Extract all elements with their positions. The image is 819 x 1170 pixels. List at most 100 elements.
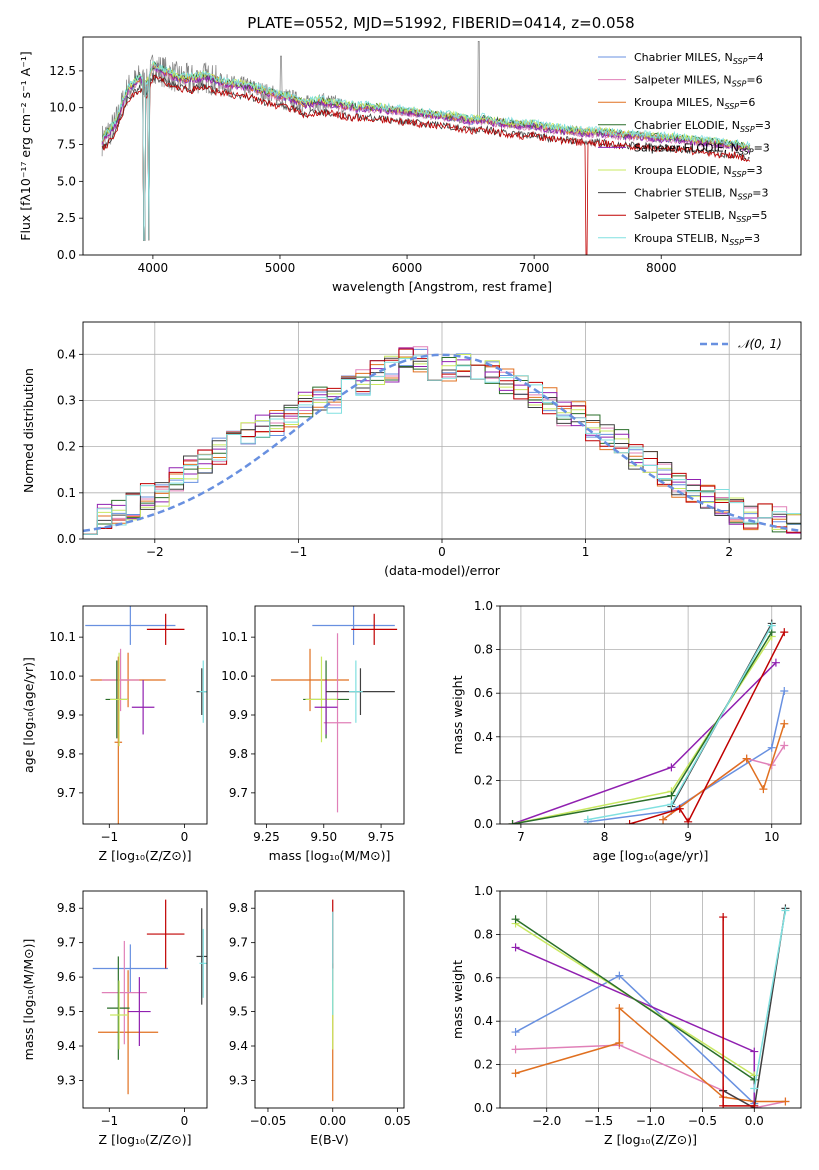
y-tick-label: 9.4 — [57, 1039, 76, 1053]
legend-label-chabrier_stelib: Chabrier STELIB, NSSP=3 — [634, 187, 768, 202]
y-tick-label: 9.7 — [57, 786, 76, 800]
line-chabrier_miles — [515, 974, 755, 1105]
y-tick-label: 0.6 — [474, 971, 493, 985]
axes-frame — [82, 321, 802, 540]
x-tick-label: −2.0 — [532, 1114, 561, 1128]
y-tick-label: 1.0 — [474, 599, 493, 613]
marker-salpeter_stelib — [719, 1101, 728, 1108]
y-tick-label: 9.7 — [57, 936, 76, 950]
y-axis-label: mass weight — [450, 960, 465, 1039]
y-tick-label: 9.8 — [57, 901, 76, 915]
legend-label-kroupa_stelib: Kroupa STELIB, NSSP=3 — [634, 232, 760, 247]
legend-label-chabrier_elodie: Chabrier ELODIE, NSSP=3 — [634, 119, 771, 134]
y-tick-label: 10.0 — [221, 669, 248, 683]
x-tick-label: −0.05 — [250, 1114, 287, 1128]
x-tick-label: −2 — [146, 545, 164, 559]
chart-mass_Z: −1 0 9.3 9.4 9.5 9.6 9.7 9.8 Z [log₁₀(Z/Z⊙)] mass… — [21, 890, 208, 1147]
marker-salpeter_stelib — [684, 817, 693, 824]
y-tick-label: 9.4 — [229, 1039, 248, 1053]
marker-kroupa_stelib — [667, 800, 676, 809]
line-salpeter_elodie — [515, 946, 756, 1108]
line-chabrier_stelib — [722, 908, 787, 1108]
x-axis-label: Z [log₁₀(Z/Z⊙)] — [99, 848, 192, 863]
y-axis-label: mass [log₁₀(M/M⊙)] — [21, 939, 36, 1061]
marker-kroupa_miles — [780, 719, 789, 728]
y-tick-label: 9.3 — [57, 1073, 76, 1087]
marker-kroupa_stelib — [583, 815, 592, 824]
hist-salpeter_stelib — [83, 348, 801, 535]
x-tick-label: −1 — [290, 545, 308, 559]
y-tick-label: 10.0 — [49, 669, 76, 683]
x-tick-label: 0 — [438, 545, 446, 559]
x-tick-label: −1.5 — [584, 1114, 613, 1128]
legend-label-salpeter_stelib: Salpeter STELIB, NSSP=5 — [634, 209, 767, 224]
y-axis-label: Normed distribution — [21, 368, 36, 493]
y-tick-label: 9.8 — [229, 747, 248, 761]
chart-age_Z: −1 0 9.7 9.8 9.9 10.0 10.1 Z [log₁₀(Z/Z⊙)] age [… — [21, 605, 208, 863]
marker-kroupa_miles — [511, 1069, 520, 1078]
x-tick-label: −0.5 — [688, 1114, 717, 1128]
hist-kroupa_stelib — [83, 355, 801, 535]
axes-frame — [254, 890, 405, 1109]
line-chabrier_elodie — [515, 918, 755, 1081]
y-tick-label: 1.0 — [474, 884, 493, 898]
marker-kroupa_stelib — [781, 906, 790, 915]
y-tick-label: 10.1 — [221, 630, 248, 644]
x-tick-label: 9.75 — [368, 830, 395, 844]
y-tick-label: 0.8 — [474, 643, 493, 657]
chart-mass_ebv: −0.05 0.00 0.05 9.3 9.4 9.5 9.6 9.7 9.8 E(B-V) — [229, 890, 411, 1147]
line-kroupa_elodie — [512, 636, 773, 824]
x-tick-label: 10 — [764, 830, 779, 844]
y-tick-label: 2.5 — [57, 211, 76, 225]
y-tick-label: 0.0 — [474, 1101, 493, 1115]
plot-area — [92, 899, 207, 1095]
x-tick-label: 4000 — [138, 261, 169, 275]
marker-chabrier_elodie — [511, 915, 520, 924]
x-tick-label: 0.0 — [745, 1114, 764, 1128]
y-tick-label: 9.6 — [229, 970, 248, 984]
x-axis-label: (data-model)/error — [384, 563, 501, 578]
y-tick-label: 0.6 — [474, 686, 493, 700]
x-axis-label: wavelength [Angstrom, rest frame] — [332, 279, 552, 294]
marker-salpeter_stelib — [780, 628, 789, 637]
marker-chabrier_elodie — [750, 1075, 759, 1084]
chart-spectrum: 4000 5000 6000 7000 8000 0.0 2.5 5.0 7.5 10.0 12.5… — [18, 36, 802, 294]
legend-label-salpeter_elodie: Salpeter ELODIE, NSSP=3 — [634, 141, 770, 156]
y-tick-label: 12.5 — [49, 64, 76, 78]
y-tick-label: 5.0 — [57, 174, 76, 188]
gaussian-curve — [83, 353, 801, 533]
x-axis-label: Z [log₁₀(Z/Z⊙)] — [604, 1132, 697, 1147]
x-axis-label: E(B-V) — [310, 1132, 349, 1147]
x-axis-label: mass [log₁₀(M/M⊙)] — [269, 848, 391, 863]
line-chabrier_elodie — [512, 631, 773, 824]
chart-weight_Z: −2.0 −1.5 −1.0 −0.5 0.0 0.0 0.2 0.4 0.6 0.8 1.0 Z [… — [450, 884, 802, 1147]
x-tick-label: 0.00 — [319, 1114, 346, 1128]
marker-kroupa_miles — [659, 815, 668, 824]
marker-salpeter_elodie — [771, 658, 780, 667]
x-axis-label: age [log₁₀(age/yr)] — [593, 848, 709, 863]
x-tick-label: 8 — [601, 830, 609, 844]
y-tick-label: 0.1 — [57, 486, 76, 500]
marker-salpeter_elodie — [750, 1047, 759, 1056]
x-tick-label: 9.50 — [310, 830, 337, 844]
y-axis-label: Flux [fλ10⁻¹⁷ erg cm⁻² s⁻¹ A⁻¹] — [18, 51, 33, 240]
marker-kroupa_miles — [742, 754, 751, 763]
plot-area — [500, 891, 801, 1108]
line-chabrier_miles — [587, 690, 786, 823]
y-tick-label: 0.8 — [474, 927, 493, 941]
x-tick-label: 0.05 — [384, 1114, 411, 1128]
y-tick-label: 9.8 — [57, 747, 76, 761]
legend: Chabrier MILES, NSSP=4 Salpeter MILES, NS… — [598, 51, 771, 247]
line-kroupa_stelib — [587, 625, 773, 821]
y-tick-label: 9.5 — [229, 1005, 248, 1019]
marker-salpeter_stelib — [719, 913, 728, 922]
y-tick-label: 9.8 — [229, 901, 248, 915]
y-tick-label: 0.0 — [57, 532, 76, 546]
axes-frame — [82, 890, 208, 1109]
y-tick-label: 10.1 — [49, 630, 76, 644]
line-salpeter_stelib — [629, 631, 785, 824]
x-tick-label: 6000 — [392, 261, 423, 275]
x-tick-label: −1 — [100, 830, 118, 844]
legend-label-salpeter_miles: Salpeter MILES, NSSP=6 — [634, 74, 763, 89]
model-salpeter_stelib — [102, 74, 751, 255]
